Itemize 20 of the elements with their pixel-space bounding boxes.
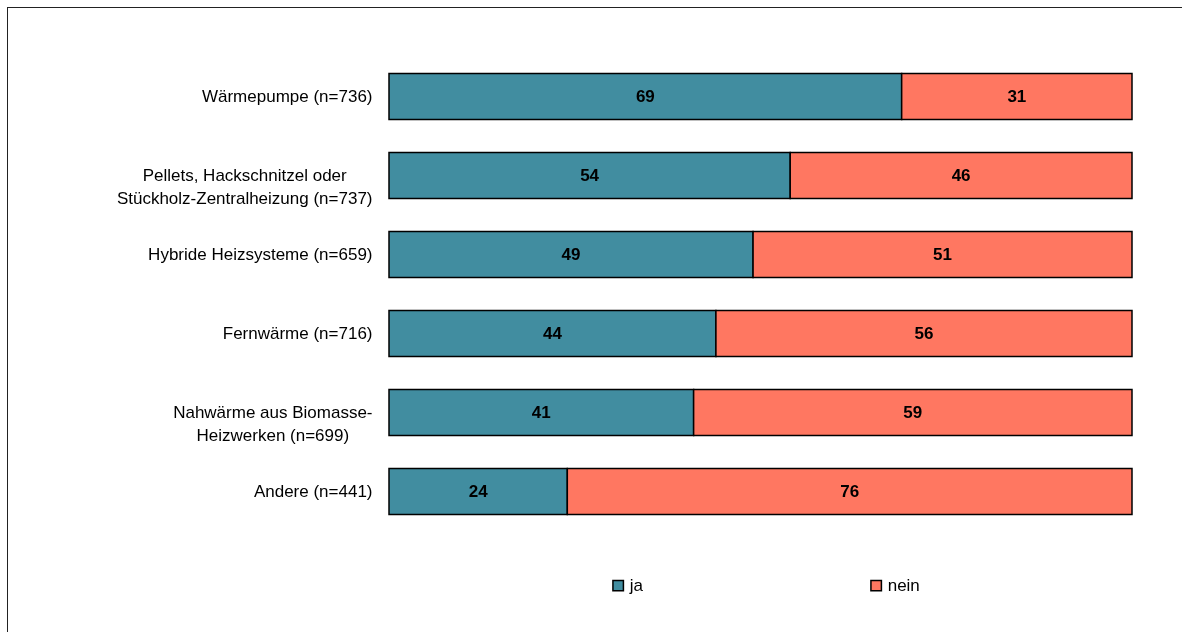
data-label: 41 — [531, 402, 551, 422]
data-label: 54 — [580, 165, 600, 185]
data-label: 69 — [635, 86, 655, 106]
data-label: 76 — [840, 481, 860, 501]
data-label: 44 — [543, 323, 563, 343]
y-tick-label: Wärmepumpe (n=736) — [201, 86, 373, 106]
y-tick-label: Hybride Heizsysteme (n=659) — [148, 244, 373, 264]
data-label: 49 — [561, 244, 581, 264]
data-label: 46 — [951, 165, 971, 185]
legend-label: ja — [628, 575, 644, 595]
y-tick-label: Pellets, Hackschnitzel oder Stückholz-Zentralheizung (n=737) — [116, 165, 373, 208]
legend-label: nein — [887, 575, 920, 595]
y-tick-label: Andere (n=441) — [253, 481, 373, 501]
data-label: 51 — [933, 244, 952, 264]
data-label: 24 — [468, 481, 489, 501]
y-tick-label: Nahwärme aus Biomasse- Heizwerken (n=699) — [173, 402, 373, 445]
data-label: 56 — [914, 323, 934, 343]
y-tick-label: Fernwärme (n=716) — [222, 323, 373, 343]
data-label: 31 — [1007, 86, 1027, 106]
data-label: 59 — [903, 402, 923, 422]
